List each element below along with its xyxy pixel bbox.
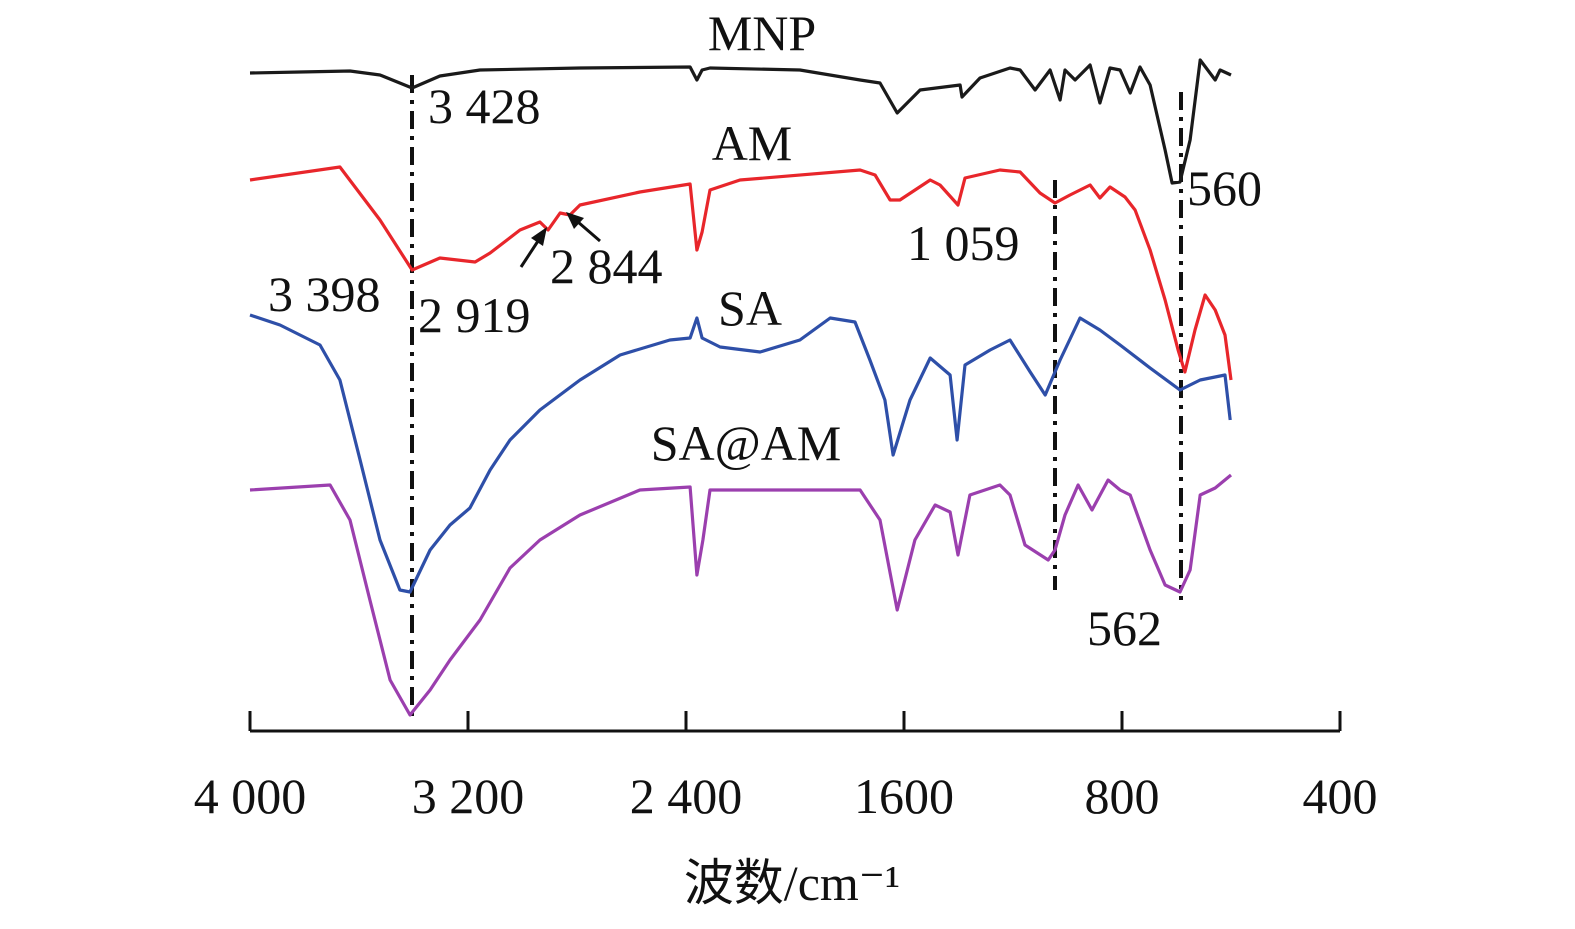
spectra-curves: [249, 58, 1233, 717]
arrow-2919: [519, 227, 547, 268]
annotation-560: 560: [1187, 160, 1262, 216]
x-tick-label: 400: [1303, 768, 1378, 824]
x-tick-label: 3 200: [412, 768, 525, 824]
x-tick-label: 800: [1085, 768, 1160, 824]
annotation-2844: 2 844: [550, 238, 663, 294]
x-tick-label: 4 000: [194, 768, 307, 824]
series-line-mnp: [249, 58, 1232, 185]
series-line-am: [249, 165, 1233, 381]
x-tick-label: 2 400: [630, 768, 743, 824]
annotation-3398: 3 398: [268, 266, 381, 322]
series-line-sa: [249, 313, 1232, 594]
x-axis: 4 000 3 200 2 400 1600 800 400: [194, 711, 1378, 824]
x-tick-label: 1600: [854, 768, 954, 824]
x-axis-title: 波数/cm⁻¹: [684, 855, 900, 911]
annotation-2919: 2 919: [418, 287, 531, 343]
annotation-562: 562: [1087, 600, 1162, 656]
series-line-sa-am: [249, 473, 1233, 717]
series-label-mnp: MNP: [708, 5, 816, 61]
arrow-2844: [566, 212, 601, 243]
series-label-sa-am: SA@AM: [651, 415, 842, 471]
peak-marker-lines: [410, 75, 1183, 720]
annotation-1059: 1 059: [907, 215, 1020, 271]
annotation-3428: 3 428: [428, 78, 541, 134]
series-label-am: AM: [712, 115, 793, 171]
series-label-sa: SA: [718, 280, 782, 336]
